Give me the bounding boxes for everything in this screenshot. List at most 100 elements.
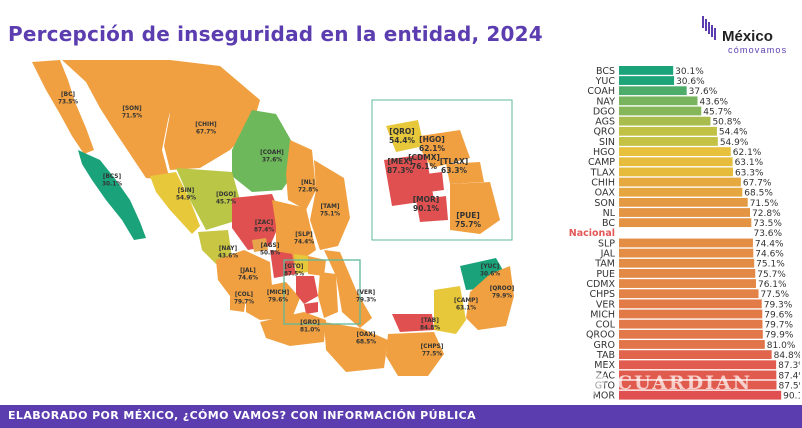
category-label: JAL — [600, 249, 616, 260]
bar — [619, 299, 762, 309]
bar — [619, 279, 756, 288]
state-code-label: [TAM] — [320, 204, 339, 210]
state-code-label: [PUE] — [456, 211, 480, 220]
state-code-label: [QRO] — [389, 127, 414, 136]
category-label: COAH — [587, 86, 615, 97]
state-value-label: 76.1% — [411, 162, 438, 171]
category-label: GRO — [594, 340, 615, 351]
state-code-label: [TAB] — [421, 318, 439, 324]
category-label: SLP — [598, 238, 615, 249]
state-shape-chps — [386, 332, 444, 376]
state-value-label: 81.0% — [300, 327, 320, 333]
state-value-label: 54.9% — [176, 195, 196, 201]
mexico-map: [BCS]30.1% [YUC]30.6% [COAH]37.6% [NAY]43.6… — [32, 60, 515, 376]
logo-bars-icon — [702, 16, 716, 40]
state-value-label: 87.3% — [387, 166, 414, 175]
state-shape-gro — [260, 312, 326, 346]
value-label: 63.3% — [735, 168, 764, 178]
state-code-label: [BC] — [61, 92, 75, 98]
state-shape-tam — [310, 160, 350, 250]
value-label: 87.4% — [778, 371, 800, 381]
category-label: TLAX — [590, 167, 616, 178]
state-shape-coah — [232, 110, 296, 192]
bar — [619, 340, 765, 349]
state-value-label: 68.5% — [356, 339, 376, 345]
category-label: VER — [596, 299, 616, 310]
state-code-label: [QROO] — [490, 286, 515, 292]
bar — [619, 137, 718, 146]
category-label: PUE — [596, 269, 615, 280]
state-shape-qro — [294, 254, 308, 274]
category-label: CHPS — [589, 289, 615, 300]
page-title: Percepción de inseguridad en la entidad,… — [8, 22, 543, 46]
bar — [619, 309, 763, 319]
category-label: MICH — [590, 309, 615, 320]
value-label: 75.7% — [757, 270, 786, 280]
category-label: QROO — [586, 330, 615, 341]
category-label: BC — [602, 218, 615, 229]
state-value-label: 79.9% — [492, 293, 512, 299]
value-label: 79.7% — [764, 321, 793, 331]
state-shape-sin — [150, 172, 200, 234]
value-label: 68.5% — [744, 189, 773, 199]
category-label: SON — [594, 198, 615, 209]
value-label: 30.1% — [675, 67, 704, 77]
bar — [619, 370, 777, 380]
bar — [619, 208, 751, 217]
bar — [619, 76, 675, 85]
bar — [619, 289, 759, 299]
logo-tagline: cómovamos — [728, 45, 788, 55]
state-shape-oax — [324, 322, 388, 372]
value-label: 74.6% — [755, 250, 784, 260]
state-value-label: 77.5% — [422, 351, 442, 357]
value-label: 79.9% — [765, 331, 794, 341]
bar — [619, 177, 741, 187]
state-value-label: 79.6% — [268, 297, 288, 303]
inset-shape-cdmx — [426, 172, 444, 192]
bar — [619, 319, 763, 329]
category-label: DGO — [593, 106, 615, 117]
state-shape-camp — [434, 286, 466, 334]
state-shape-mor — [304, 302, 318, 314]
inset-highlight-box — [283, 259, 361, 325]
footer-bar: ELABORADO POR MÉXICO, ¿CÓMO VAMOS? CON I… — [0, 405, 802, 428]
state-value-label: 84.8% — [420, 325, 440, 331]
value-label: 79.3% — [764, 300, 793, 310]
value-label: 74.4% — [755, 239, 784, 249]
state-shape-qroo — [466, 266, 514, 330]
state-shape-col — [230, 296, 246, 312]
state-value-label: 71.5% — [122, 113, 142, 119]
value-label: 30.6% — [676, 77, 705, 87]
state-value-label: 54.4% — [389, 136, 416, 145]
state-shape-mex — [296, 276, 318, 304]
inset-shape-hgo — [420, 130, 470, 168]
state-value-label: 30.6% — [480, 271, 500, 277]
state-code-label: [ZAC] — [255, 220, 274, 226]
footer-text: ELABORADO POR MÉXICO, ¿CÓMO VAMOS? CON I… — [8, 409, 477, 422]
bar — [619, 329, 763, 339]
watermark-shield-icon — [578, 370, 606, 396]
category-label: MOR — [593, 391, 616, 402]
state-value-label: 73.5% — [58, 99, 78, 105]
state-code-label: [OAX] — [356, 332, 375, 338]
bar — [619, 238, 753, 248]
bar — [619, 157, 733, 167]
bar — [619, 390, 782, 400]
state-code-label: [CHIH] — [195, 122, 217, 128]
state-code-label: [AGS] — [261, 243, 280, 249]
state-value-label: 30.1% — [102, 181, 122, 187]
state-code-label: [CAMP] — [454, 298, 478, 304]
value-label: 87.5% — [779, 381, 801, 391]
value-label: 90.1% — [783, 392, 800, 402]
state-code-label: [MOR] — [413, 195, 439, 204]
state-code-label: [MICH] — [267, 290, 290, 296]
value-label: 63.1% — [735, 158, 764, 168]
bar-chart: BCS 30.1% YUC 30.6% COAH 37.6% NAY 43.6% DGO 45.7… — [569, 66, 801, 402]
state-code-label: [CDMX] — [408, 153, 440, 162]
value-label: 77.5% — [761, 290, 790, 300]
bar — [619, 350, 772, 359]
state-shape-slp — [272, 200, 316, 264]
state-code-label: [BCS] — [103, 174, 122, 180]
state-value-label: 45.7% — [216, 199, 236, 205]
bar — [619, 218, 752, 228]
